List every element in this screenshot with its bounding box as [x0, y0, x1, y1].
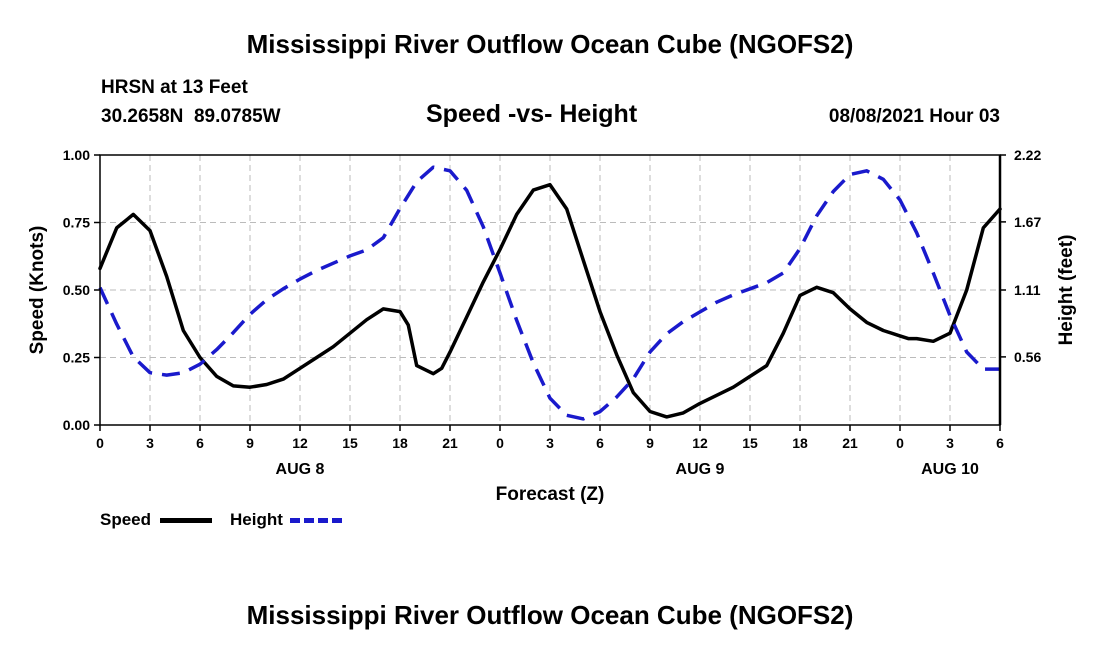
- y-tick-label: 0.25: [63, 350, 90, 366]
- x-tick-label: 12: [692, 435, 708, 451]
- y-tick-label: 0.00: [63, 417, 90, 433]
- y2-tick-label: 0.56: [1014, 349, 1041, 365]
- x-tick-label: 21: [842, 435, 858, 451]
- x-tick-label: 21: [442, 435, 458, 451]
- y-tick-label: 0.75: [63, 215, 90, 231]
- x-axis-label: Forecast (Z): [496, 484, 605, 505]
- series-line-height: [98, 165, 1000, 421]
- x-tick-label: 3: [546, 435, 554, 451]
- date-label: AUG 10: [921, 461, 979, 478]
- y2-axis-label: Height (feet): [1056, 235, 1077, 346]
- y2-tick-label: 2.22: [1014, 147, 1041, 163]
- x-tick-label: 15: [742, 435, 758, 451]
- y-tick-label: 1.00: [63, 147, 90, 163]
- x-tick-label: 0: [496, 435, 504, 451]
- chart-subtitle: Speed -vs- Height: [426, 100, 638, 128]
- x-tick-label: 0: [896, 435, 904, 451]
- x-tick-label: 6: [996, 435, 1004, 451]
- page-footer-title: Mississippi River Outflow Ocean Cube (NG…: [246, 600, 854, 630]
- x-tick-label: 6: [596, 435, 604, 451]
- x-tick-label: 3: [946, 435, 954, 451]
- coordinates-label: 30.2658N 89.0785W: [101, 106, 281, 127]
- x-tick-label: 9: [246, 435, 254, 451]
- x-tick-label: 0: [96, 435, 104, 451]
- series-line-speed: [98, 182, 1002, 419]
- x-tick-label: 15: [342, 435, 358, 451]
- y-tick-label: 0.50: [63, 282, 90, 298]
- y-axis-label: Speed (Knots): [27, 226, 48, 355]
- x-tick-label: 3: [146, 435, 154, 451]
- x-tick-label: 12: [292, 435, 308, 451]
- legend-height-line: [290, 518, 342, 523]
- x-tick-label: 18: [792, 435, 808, 451]
- legend-speed-label: Speed: [100, 510, 152, 529]
- page-title: Mississippi River Outflow Ocean Cube (NG…: [246, 29, 854, 59]
- date-label: AUG 8: [276, 461, 325, 478]
- legend-height-label: Height: [230, 510, 283, 529]
- forecast-datetime: 08/08/2021 Hour 03: [828, 106, 1000, 127]
- y2-tick-label: 1.67: [1014, 214, 1041, 230]
- legend-speed-line: [160, 518, 212, 523]
- x-tick-label: 6: [196, 435, 204, 451]
- station-label: HRSN at 13 Feet: [101, 77, 248, 98]
- x-tick-label: 18: [392, 435, 408, 451]
- date-label: AUG 9: [676, 461, 725, 478]
- x-tick-label: 9: [646, 435, 654, 451]
- y2-tick-label: 1.11: [1014, 282, 1041, 298]
